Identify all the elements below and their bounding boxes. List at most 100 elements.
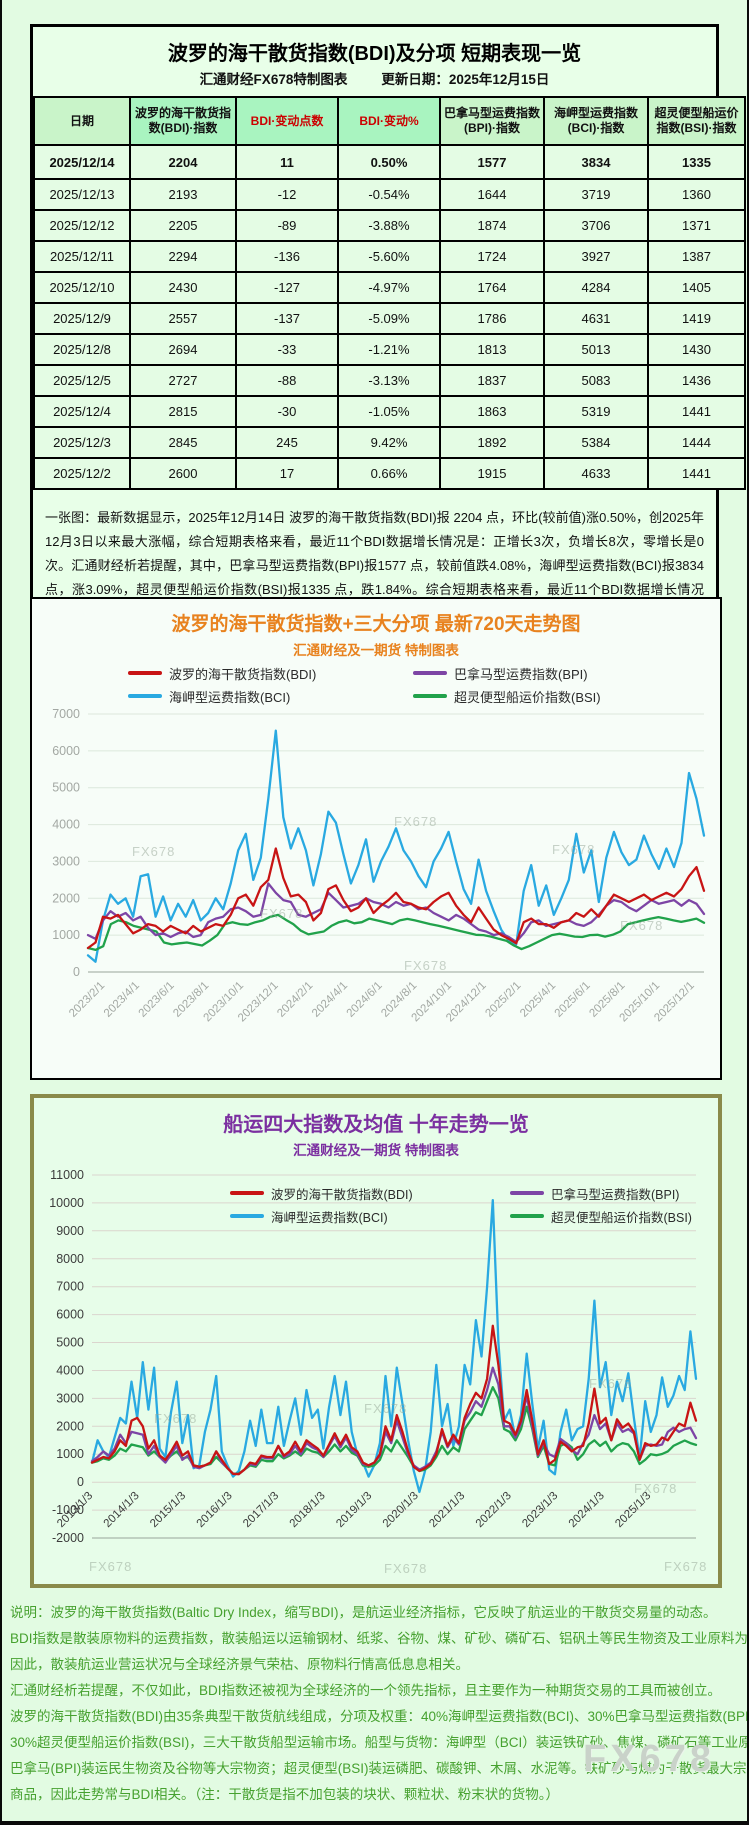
chart-720day-canvas: 010002000300040005000600070002023/2/1202… — [52, 707, 706, 1024]
note-line: 因此，散装航运业营运状况与全球经济景气荣枯、原物料行情高低息息相关。 — [10, 1657, 469, 1672]
bdi-short-term-table-section: 波罗的海干散货指数(BDI)及分项 短期表现一览 汇通财经FX678特制图表 更新… — [30, 24, 746, 642]
table-cell: 1360 — [647, 178, 746, 211]
table-cell: -88 — [235, 364, 339, 397]
table-cell: 1387 — [647, 240, 746, 273]
chart-720day-title: 波罗的海干散货指数+三大分项 最新720天走势图 — [171, 614, 581, 635]
table-cell: 2025/12/12 — [33, 209, 131, 242]
chart-10year-canvas: -2000 -1000 0 1000 2000 3000 4000 5000 6000 7000 8… — [49, 1168, 698, 1545]
svg-text:2025/4/1: 2025/4/1 — [518, 980, 558, 1020]
table-cell: 1644 — [439, 178, 545, 211]
table-cell: 17 — [235, 457, 339, 490]
table-row: 2025/12/3 2845 245 9.42% 1892 5384 1444 — [33, 426, 746, 459]
table-cell: 2845 — [129, 426, 237, 459]
table-cell: 1405 — [647, 271, 746, 304]
table-cell: 2557 — [129, 302, 237, 335]
table-cell: 1863 — [439, 395, 545, 428]
svg-text:9000: 9000 — [56, 1224, 84, 1238]
table-cell: -3.88% — [337, 209, 441, 242]
chart-720day-legend: 波罗的海干散货指数(BDI) 巴拿马型运费指数(BPI) 海岬型运费指数(BCI) 超… — [128, 663, 720, 706]
table-cell: 1837 — [439, 364, 545, 397]
table-cell: 3834 — [543, 144, 649, 180]
svg-text:2024/6/1: 2024/6/1 — [345, 980, 385, 1020]
legend-label: 巴拿马型运费指数(BPI) — [454, 666, 588, 682]
table-cell: 4631 — [543, 302, 649, 335]
legend-line-swatch — [128, 694, 162, 698]
column-header: 海岬型运费指数(BCI)·指数 — [543, 96, 649, 146]
legend-line-swatch — [230, 1191, 264, 1195]
svg-text:2000: 2000 — [52, 891, 80, 905]
table-cell: 2025/12/14 — [33, 144, 131, 180]
table-cell: -12 — [235, 178, 339, 211]
legend-item: 海岬型运费指数(BCI) — [230, 1206, 510, 1226]
table-row: 2025/12/2 2600 17 0.66% 1915 4633 1441 — [33, 457, 746, 490]
note-line: 巴拿马(BPI)装运民生物资及谷物等大宗物资；超灵便型(BSI)装运磷肥、碳酸钾… — [10, 1761, 747, 1776]
table-cell: 2025/12/8 — [33, 333, 131, 366]
legend-item: 波罗的海干散货指数(BDI) — [128, 663, 413, 683]
table-cell: 2193 — [129, 178, 237, 211]
table-cell: 5384 — [543, 426, 649, 459]
table-cell: 3719 — [543, 178, 649, 211]
legend-item: 超灵便型船运价指数(BSI) — [413, 686, 698, 706]
table-cell: -3.13% — [337, 364, 441, 397]
svg-text:5000: 5000 — [52, 781, 80, 795]
legend-label: 海岬型运费指数(BCI) — [169, 689, 291, 705]
table-cell: 5013 — [543, 333, 649, 366]
svg-text:2024/4/1: 2024/4/1 — [310, 980, 350, 1020]
svg-text:1000: 1000 — [56, 1447, 84, 1461]
table-cell: 2205 — [129, 209, 237, 242]
table-cell: 1419 — [647, 302, 746, 335]
legend-item: 巴拿马型运费指数(BPI) — [413, 663, 698, 683]
legend-item: 超灵便型船运价指数(BSI) — [510, 1206, 747, 1226]
table-cell: 2694 — [129, 333, 237, 366]
note-line: 说明：波罗的海干散货指数(Baltic Dry Index，缩写BDI)，是航运… — [10, 1605, 717, 1620]
table-cell: -1.21% — [337, 333, 441, 366]
svg-text:7000: 7000 — [56, 1280, 84, 1294]
table-cell: 5319 — [543, 395, 649, 428]
table-row: 2025/12/4 2815 -30 -1.05% 1863 5319 1441 — [33, 395, 746, 428]
svg-text:5000: 5000 — [56, 1336, 84, 1350]
svg-text:0: 0 — [77, 1475, 84, 1489]
svg-text:2000: 2000 — [56, 1419, 84, 1433]
legend-label: 超灵便型船运价指数(BSI) — [454, 689, 601, 705]
table-cell: 1444 — [647, 426, 746, 459]
table-row: 2025/12/12 2205 -89 -3.88% 1874 3706 1371 — [33, 209, 746, 242]
table-cell: 2025/12/10 — [33, 271, 131, 304]
svg-text:2025/6/1: 2025/6/1 — [553, 980, 593, 1020]
legend-label: 波罗的海干散货指数(BDI) — [271, 1187, 413, 1202]
table-cell: 1441 — [647, 457, 746, 490]
column-header: 超灵便型船运价指数(BSI)·指数 — [647, 96, 746, 146]
table-cell: 1371 — [647, 209, 746, 242]
table-cell: 2025/12/11 — [33, 240, 131, 273]
table-cell: 1915 — [439, 457, 545, 490]
svg-text:8000: 8000 — [56, 1252, 84, 1266]
table-cell: 3706 — [543, 209, 649, 242]
table-row: 2025/12/10 2430 -127 -4.97% 1764 4284 1405 — [33, 271, 746, 304]
table-cell: 5083 — [543, 364, 649, 397]
table-cell: 1813 — [439, 333, 545, 366]
table-cell: 2025/12/3 — [33, 426, 131, 459]
table-update-date: 更新日期：2025年12月15日 — [381, 72, 550, 87]
note-line: 波罗的海干散货指数(BDI)由35条典型干散货航线组成，分项及权重：40%海岬型… — [10, 1709, 749, 1724]
svg-text:6000: 6000 — [52, 744, 80, 758]
table-cell: 3927 — [543, 240, 649, 273]
table-cell: -0.54% — [337, 178, 441, 211]
table-row: 2025/12/11 2294 -136 -5.60% 1724 3927 1387 — [33, 240, 746, 273]
svg-text:10000: 10000 — [49, 1196, 84, 1210]
table-cell: 0.66% — [337, 457, 441, 490]
legend-item: 巴拿马型运费指数(BPI) — [510, 1183, 747, 1203]
fx678-watermark-large: FX678 — [583, 1738, 715, 1780]
svg-text:2024/2/1: 2024/2/1 — [275, 980, 315, 1020]
table-cell: 1892 — [439, 426, 545, 459]
table-cell: 1724 — [439, 240, 545, 273]
legend-line-swatch — [128, 671, 162, 675]
svg-text:7000: 7000 — [52, 707, 80, 721]
table-cell: 1577 — [439, 144, 545, 180]
table-cell: -30 — [235, 395, 339, 428]
table-cell: 2600 — [129, 457, 237, 490]
table-cell: 4284 — [543, 271, 649, 304]
table-cell: -4.97% — [337, 271, 441, 304]
table-cell: 2025/12/2 — [33, 457, 131, 490]
table-title: 波罗的海干散货指数(BDI)及分项 短期表现一览 — [167, 43, 582, 65]
legend-line-swatch — [413, 671, 447, 675]
table-row: 2025/12/13 2193 -12 -0.54% 1644 3719 1360 — [33, 178, 746, 211]
